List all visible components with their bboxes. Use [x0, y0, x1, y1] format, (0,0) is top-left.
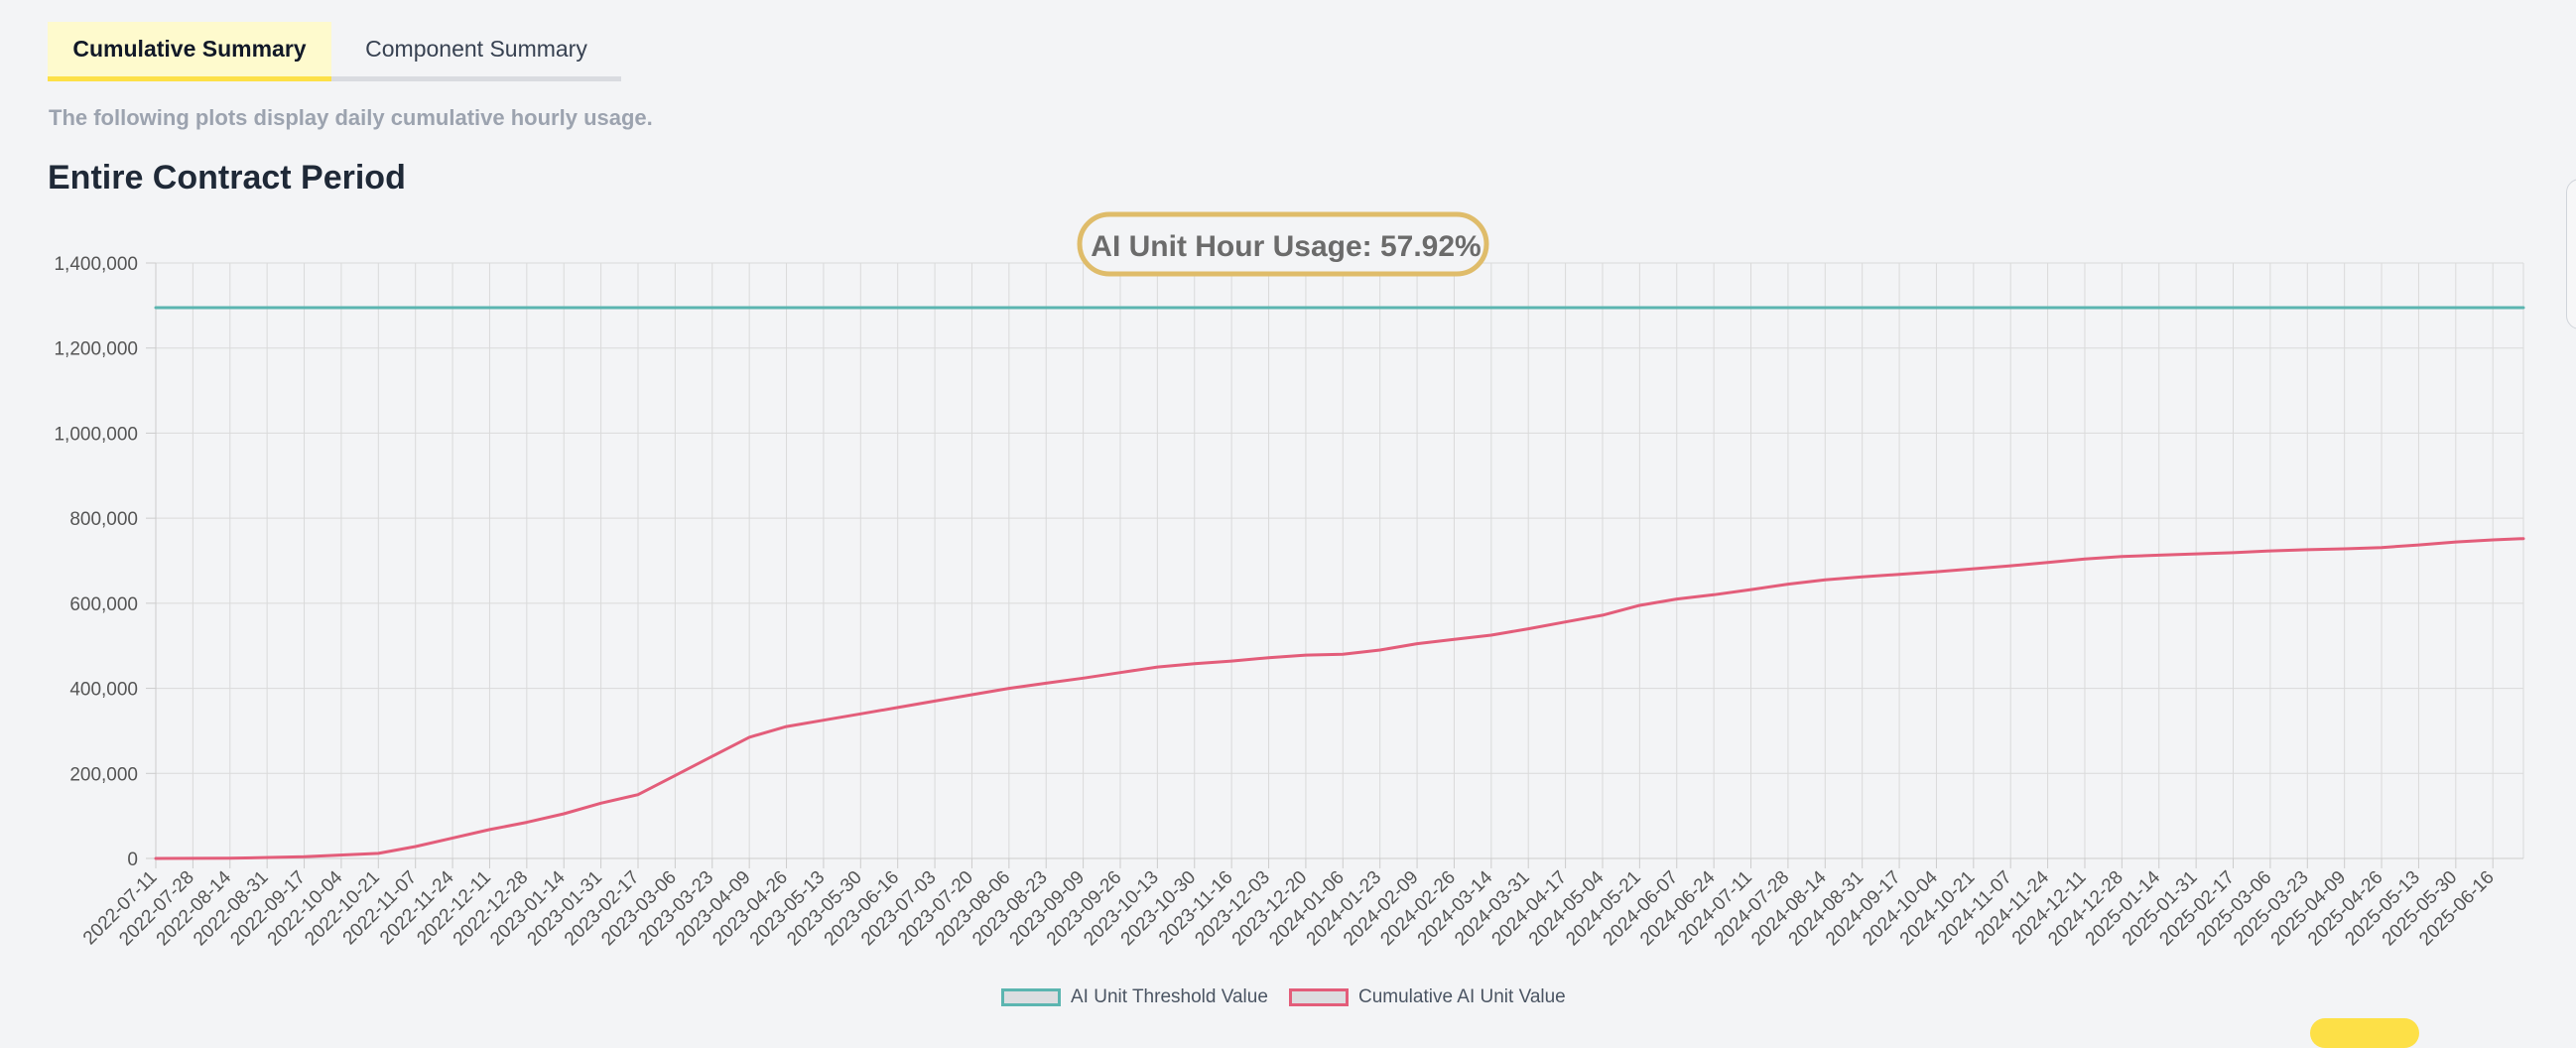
floating-action-button[interactable]	[2310, 1018, 2419, 1048]
y-tick-label: 1,200,000	[54, 339, 138, 360]
section-title: Entire Contract Period	[48, 159, 406, 196]
y-tick-label: 0	[127, 850, 138, 870]
chart-series	[154, 306, 2525, 860]
legend-item-cumulative[interactable]: Cumulative AI Unit Value	[1289, 984, 1566, 1010]
title-badge-outline	[1077, 211, 1489, 277]
y-tick-label: 200,000	[69, 764, 138, 785]
y-tick-label: 400,000	[69, 680, 138, 701]
chart-title-badge: AI Unit Hour Usage: 57.92%	[1077, 211, 1489, 277]
legend-swatch-threshold	[1001, 988, 1061, 1006]
page-description: The following plots display daily cumula…	[49, 105, 653, 130]
chart-title: AI Unit Hour Usage: 57.92%	[1091, 230, 1481, 263]
y-tick-label: 600,000	[69, 594, 138, 615]
usage-chart: 0 200,000 400,000 600,000 800,000 1,000,000 1,…	[54, 211, 2525, 950]
tab-bar: Cumulative Summary Component Summary	[48, 22, 621, 81]
legend-swatch-cumulative	[1289, 988, 1349, 1006]
legend-item-threshold[interactable]: AI Unit Threshold Value	[1001, 984, 1268, 1010]
y-tick-label: 800,000	[69, 509, 138, 530]
y-tick-label: 1,000,000	[54, 424, 138, 445]
tab-cumulative-summary[interactable]: Cumulative Summary	[48, 22, 331, 81]
tab-component-summary[interactable]: Component Summary	[365, 36, 587, 62]
side-panel-handle[interactable]	[2566, 179, 2576, 329]
chart-axes: 0 200,000 400,000 600,000 800,000 1,000,000 1,…	[54, 254, 2523, 950]
chart-grid	[155, 262, 2524, 859]
legend-label-threshold: AI Unit Threshold Value	[1071, 986, 1268, 1007]
chart-legend: AI Unit Threshold Value Cumulative AI Un…	[0, 982, 2576, 1012]
y-tick-label: 1,400,000	[54, 254, 138, 275]
series-line-cumulative	[154, 537, 2525, 860]
legend-label-cumulative: Cumulative AI Unit Value	[1358, 986, 1566, 1007]
